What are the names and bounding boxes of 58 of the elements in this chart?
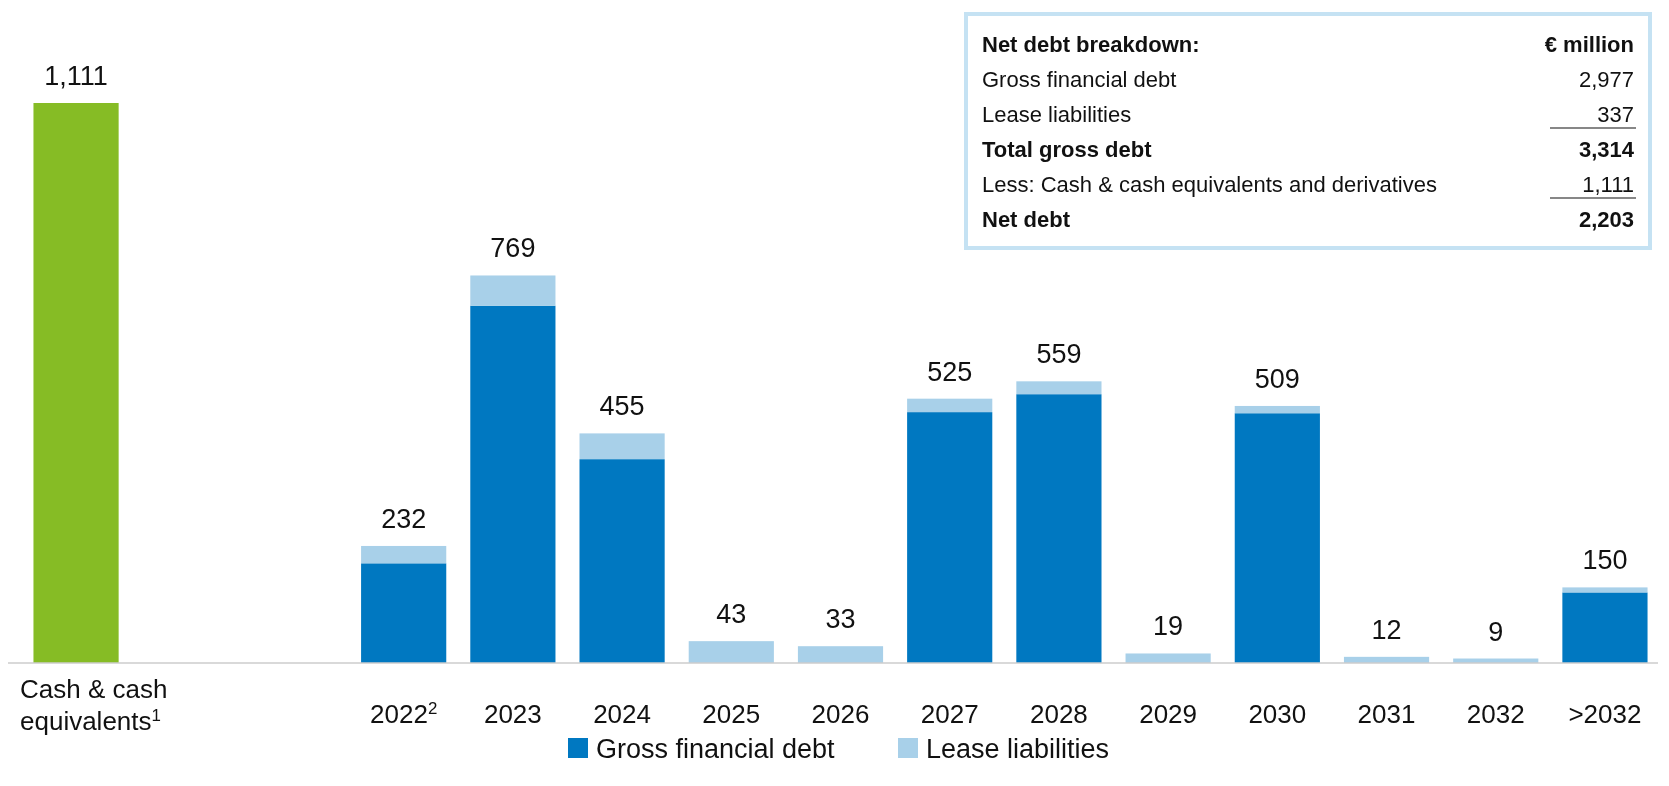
bar bbox=[1016, 394, 1102, 663]
annotation: 559 bbox=[1036, 339, 1082, 370]
annotation: 1,111 bbox=[44, 61, 108, 91]
bar bbox=[361, 545, 447, 564]
annotation: 769 bbox=[490, 233, 536, 264]
x-tick-label: 2028 bbox=[1029, 699, 1088, 729]
annotation: 19 bbox=[1153, 611, 1184, 642]
annotation: 232 bbox=[381, 503, 427, 534]
bar bbox=[1234, 413, 1320, 663]
text: 2,977 bbox=[1578, 67, 1634, 92]
bar bbox=[1234, 405, 1320, 414]
annotation: 33 bbox=[825, 604, 856, 635]
bar bbox=[1562, 592, 1648, 663]
annotation: Less: Cash & cash equivalents and derivatives bbox=[982, 172, 1437, 197]
annotation: Lease liabilities bbox=[982, 102, 1132, 127]
annotation: 12 bbox=[1371, 614, 1402, 645]
annotation: 1,111 bbox=[1582, 172, 1634, 197]
x-tick-label: 2030 bbox=[1248, 699, 1307, 729]
x-tick-label: >2032 bbox=[1568, 699, 1642, 729]
bar bbox=[361, 563, 447, 663]
annotation: Net debt bbox=[982, 207, 1071, 232]
bar bbox=[797, 646, 884, 663]
x-tick-label: 2023 bbox=[483, 699, 542, 729]
legend-label: Lease liabilities bbox=[926, 734, 1110, 764]
bar bbox=[579, 433, 665, 460]
x-tick-label: 2026 bbox=[811, 699, 870, 729]
text: Net debt breakdown: bbox=[982, 32, 1200, 57]
bar bbox=[470, 275, 556, 306]
bar bbox=[470, 305, 556, 663]
annotation: 525 bbox=[927, 356, 973, 387]
annotation: 43 bbox=[716, 599, 747, 630]
bar bbox=[688, 641, 774, 663]
annotation: 509 bbox=[1254, 363, 1300, 394]
bar bbox=[579, 459, 665, 663]
bar bbox=[1016, 381, 1102, 395]
x-tick-label: 2031 bbox=[1357, 699, 1416, 729]
x-tick-label: 2032 bbox=[1466, 699, 1525, 729]
annotation: 455 bbox=[599, 391, 645, 422]
bar bbox=[907, 412, 993, 663]
x-tick-label: 2022$^{2}$ bbox=[370, 698, 438, 729]
annotation: 2,203 bbox=[1578, 207, 1634, 232]
bar bbox=[33, 103, 119, 663]
x-tick-label: 2024 bbox=[593, 699, 652, 729]
annotation: Total gross debt bbox=[982, 137, 1153, 162]
x-tick-label: 2025 bbox=[702, 699, 761, 729]
annotation: 337 bbox=[1597, 102, 1634, 127]
text: Gross financial debt bbox=[982, 67, 1177, 92]
bar bbox=[1125, 653, 1211, 663]
annotation: 150 bbox=[1582, 545, 1628, 576]
x-tick-label: Cash & cash equivalents$^{1}$ bbox=[20, 674, 168, 736]
bar bbox=[1562, 587, 1648, 593]
annotation: 3,314 bbox=[1578, 137, 1635, 162]
text: € million bbox=[1544, 32, 1634, 57]
x-tick-label: 2027 bbox=[920, 699, 979, 729]
legend-label: Gross financial debt bbox=[596, 734, 836, 764]
x-tick-label: 2029 bbox=[1139, 699, 1198, 729]
bar bbox=[907, 398, 993, 413]
annotation: 9 bbox=[1488, 616, 1504, 647]
